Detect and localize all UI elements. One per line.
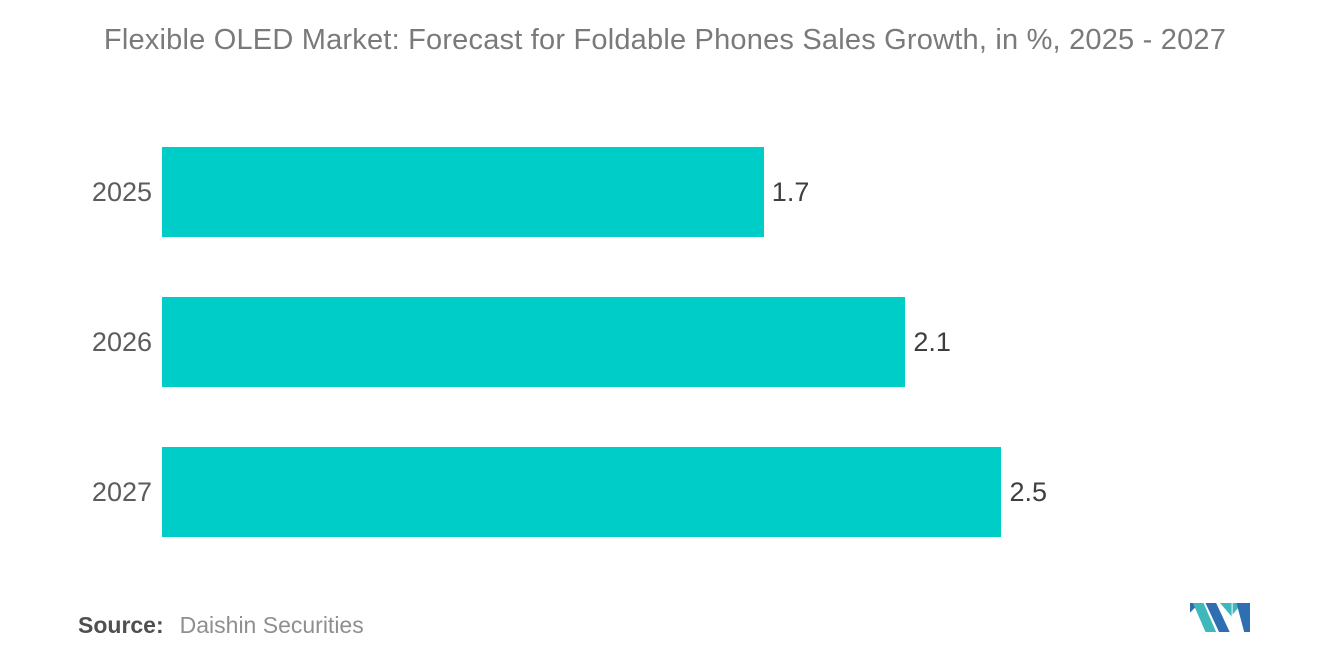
bar [162,147,764,237]
bar-row: 2025 1.7 [78,147,1047,237]
category-label: 2025 [91,176,152,207]
value-label: 1.7 [771,176,810,207]
category-label: 2026 [91,326,152,357]
logo-shape [1236,602,1250,632]
bar-row: 2027 2.5 [78,447,1047,537]
bar-track: 2.1 [162,297,1047,387]
value-label: 2.1 [913,326,951,357]
logo-shape [1220,602,1232,617]
bar-rows: 2025 1.7 2026 2.1 2027 2.5 [78,147,1047,537]
source-row: Source: Daishin Securities [78,612,364,639]
bar [162,297,906,387]
source-text: Daishin Securities [179,612,364,638]
value-label: 2.5 [1009,476,1047,507]
source-label: Source: [78,612,164,638]
chart-title: Flexible OLED Market: Forecast for Folda… [103,24,1227,56]
bar-track: 1.7 [162,147,1047,237]
category-label: 2027 [91,476,152,507]
mordor-intelligence-logo-icon [1190,602,1250,632]
bar-track: 2.5 [162,447,1047,537]
logo-shape [1192,602,1217,632]
logo-shape [1205,602,1230,632]
bar-chart: 2025 1.7 2026 2.1 2027 2.5 [78,147,1047,537]
bar [162,447,1002,537]
bar-row: 2026 2.1 [78,297,1047,387]
